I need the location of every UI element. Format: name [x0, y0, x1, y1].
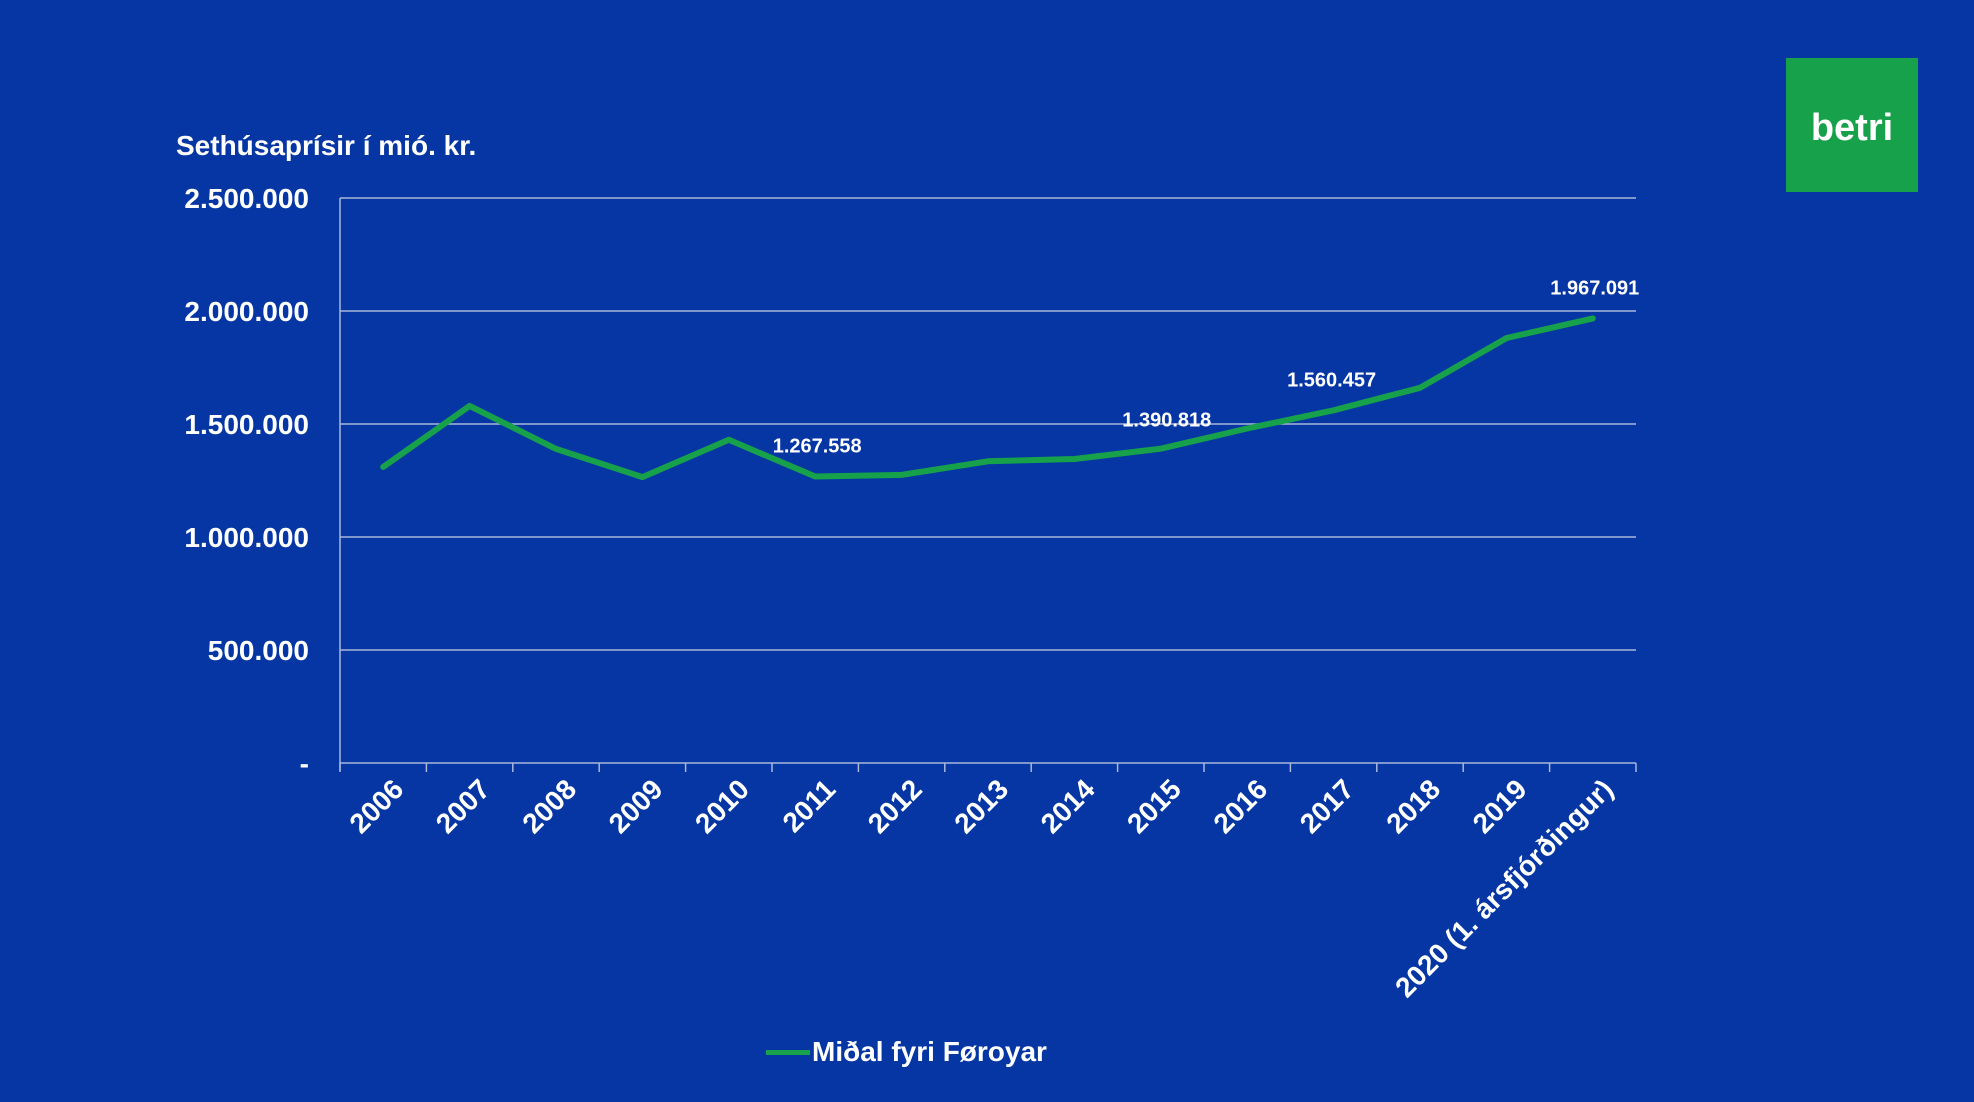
- x-tick-label: 2009: [603, 773, 669, 839]
- y-tick-label: 2.500.000: [184, 183, 309, 214]
- x-tick-label: 2007: [430, 773, 496, 839]
- betri-logo: betri: [1786, 58, 1918, 192]
- x-tick-label: 2012: [862, 773, 928, 839]
- x-tick-label: 2006: [343, 773, 409, 839]
- x-tick-label: 2016: [1207, 773, 1273, 839]
- x-tick-label: 2014: [1035, 773, 1101, 839]
- y-tick-label: 2.000.000: [184, 296, 309, 327]
- x-tick-label: 2008: [516, 773, 582, 839]
- y-tick-label: -: [300, 748, 309, 779]
- series-line: [380, 315, 1596, 481]
- y-tick-label: 1.500.000: [184, 409, 309, 440]
- legend-swatch: [766, 1049, 810, 1055]
- data-label: 1.967.091: [1550, 277, 1639, 299]
- y-axis-title: Sethúsaprísir í mió. kr.: [176, 130, 477, 161]
- y-tick-label: 1.000.000: [184, 522, 309, 553]
- data-label: 1.267.558: [773, 436, 862, 458]
- x-tick-label: 2017: [1294, 773, 1360, 839]
- data-label: 1.390.818: [1122, 410, 1211, 432]
- legend-label: Miðal fyri Føroyar: [812, 1036, 1047, 1067]
- x-tick-label: 2019: [1467, 773, 1533, 839]
- legend: Miðal fyri Føroyar: [766, 1036, 1047, 1068]
- logo-text: betri: [1810, 106, 1894, 149]
- x-tick-label: 2015: [1121, 773, 1187, 839]
- data-label: 1.560.457: [1287, 369, 1376, 391]
- y-tick-label: 500.000: [208, 635, 309, 666]
- x-tick-label: 2013: [948, 773, 1014, 839]
- x-tick-label: 2011: [777, 773, 842, 838]
- x-tick-label: 2018: [1380, 773, 1446, 839]
- x-tick-label: 2010: [689, 773, 755, 839]
